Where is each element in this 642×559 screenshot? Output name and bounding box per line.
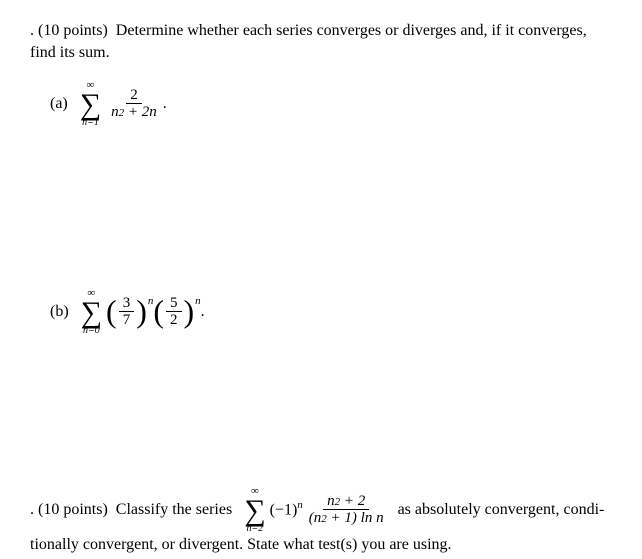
sigma-b: ∞ ∑ n=0 [81, 288, 102, 336]
fraction-a: 2 n2 + 2n [107, 87, 161, 121]
sigma-symbol-b: ∑ [81, 299, 102, 326]
paren-frac-1: ( 3 7 ) n [106, 295, 153, 329]
sigma-2: ∞ ∑ n=2 [244, 486, 265, 534]
part-a-label: (a) [50, 93, 68, 115]
sigma-a: ∞ ∑ n=1 [80, 80, 101, 128]
spacer-1 [30, 138, 612, 288]
intro-text: Determine whether each series converges … [30, 22, 587, 61]
rparen-1: ) [136, 299, 147, 325]
period-b: . [201, 301, 205, 323]
sum-bottom-2: n=2 [247, 524, 264, 534]
period-a: . [163, 93, 167, 115]
rparen-2: ) [184, 299, 195, 325]
spacer-2 [30, 346, 612, 486]
den-2: (n2 + 1) ln n [305, 510, 388, 527]
text-before: Classify the series [116, 499, 232, 521]
den-b1: 7 [119, 312, 135, 329]
fraction-2: n2 + 2 (n2 + 1) ln n [305, 493, 388, 527]
num-a: 2 [126, 87, 142, 105]
sigma-symbol-2: ∑ [244, 497, 265, 524]
neg1-base: (−1) [270, 501, 298, 518]
fraction-b1: 3 7 [119, 295, 135, 329]
paren-frac-2: ( 5 2 ) n [153, 295, 200, 329]
exp-2: n [195, 294, 201, 309]
neg-one: (−1)n [270, 498, 303, 522]
part-b: (b) ∞ ∑ n=0 ( 3 7 ) n ( 5 2 ) n . [50, 288, 612, 336]
neg1-exp: n [297, 499, 303, 511]
points-label: . (10 points) [30, 22, 108, 39]
part-a: (a) ∞ ∑ n=1 2 n2 + 2n . [50, 80, 612, 128]
part-b-label: (b) [50, 301, 69, 323]
problem2-line1: . (10 points) Classify the series ∞ ∑ n=… [30, 486, 612, 534]
lparen-2: ( [153, 299, 164, 325]
den-a: n2 + 2n [107, 104, 161, 121]
lparen-1: ( [106, 299, 117, 325]
sum-bottom-a: n=1 [82, 118, 99, 128]
fraction-b2: 5 2 [166, 295, 182, 329]
num-b2: 5 [166, 295, 182, 313]
problem1-intro: . (10 points) Determine whether each ser… [30, 20, 612, 65]
text-after: as absolutely convergent, condi- [398, 499, 605, 521]
sum-bottom-b: n=0 [83, 326, 100, 336]
problem2: . (10 points) Classify the series ∞ ∑ n=… [30, 486, 612, 556]
num-b1: 3 [119, 295, 135, 313]
num-2: n2 + 2 [323, 493, 369, 511]
points-label-2: . (10 points) [30, 499, 108, 521]
problem2-line2: tionally convergent, or divergent. State… [30, 534, 612, 556]
den-b2: 2 [166, 312, 182, 329]
sigma-symbol: ∑ [80, 91, 101, 118]
